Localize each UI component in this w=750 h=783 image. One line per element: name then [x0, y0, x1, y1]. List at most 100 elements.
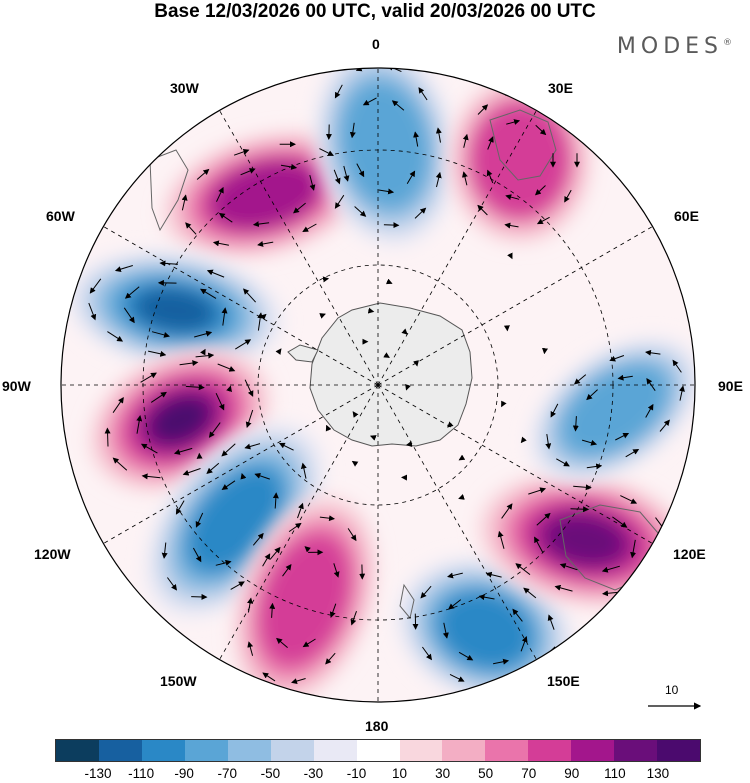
wind-arrow	[293, 202, 306, 214]
wind-arrow	[276, 637, 288, 648]
colorbar-label: -10	[346, 766, 367, 781]
wind-arrow	[333, 563, 340, 578]
wind-arrow	[215, 559, 232, 566]
colorbar-swatch	[141, 740, 185, 761]
colorbar-swatch	[356, 740, 400, 761]
wind-arrow	[275, 348, 282, 355]
wind-arrow	[612, 516, 628, 528]
wind-arrow	[355, 68, 371, 72]
wind-arrow	[257, 241, 274, 247]
colorbar	[55, 739, 701, 762]
wind-arrow	[280, 163, 298, 170]
meridian-line	[377, 384, 544, 671]
wind-arrow	[581, 439, 598, 446]
wind-arrow	[319, 515, 335, 522]
wind-arrow	[458, 651, 474, 661]
wind-arrow	[369, 435, 377, 441]
wind-arrow	[679, 385, 685, 401]
reference-vector-label: 10	[665, 683, 679, 697]
wind-arrow	[141, 473, 161, 480]
wind-arrow	[435, 127, 442, 143]
colorbar-swatch	[614, 740, 658, 761]
wind-arrow	[233, 148, 250, 156]
wind-arrow	[477, 204, 488, 216]
wind-arrow	[247, 641, 254, 656]
south-africa-tip	[489, 109, 557, 181]
wind-arrow	[556, 458, 570, 467]
wind-arrow	[507, 252, 513, 260]
wind-arrow	[620, 495, 638, 504]
wind-arrow	[442, 622, 449, 639]
wind-arrow	[625, 448, 640, 458]
wind-arrow	[300, 462, 307, 479]
latitude-circle	[257, 264, 499, 506]
colorbar-swatch	[571, 740, 615, 761]
lon-label-120e: 120E	[673, 546, 706, 562]
wind-arrow	[206, 462, 220, 474]
wind-arrow	[333, 169, 341, 185]
wind-arrow	[123, 307, 135, 324]
wind-arrow	[244, 443, 261, 450]
wind-arrow	[124, 286, 140, 299]
wind-arrow	[288, 522, 302, 533]
wind-arrow	[89, 278, 102, 294]
wind-arrow	[645, 403, 654, 418]
colorbar-swatch	[442, 740, 486, 761]
wind-arrow	[282, 563, 292, 577]
wind-arrow	[221, 443, 236, 457]
wind-arrow	[88, 302, 97, 321]
wind-arrow	[535, 124, 547, 136]
wind-arrow	[504, 222, 519, 229]
map-border	[60, 67, 696, 703]
wind-arrow	[536, 512, 551, 526]
colorbar-label: -70	[217, 766, 238, 781]
wind-arrow	[572, 416, 579, 432]
wind-arrow	[104, 427, 111, 447]
wind-arrow	[356, 163, 365, 178]
colorbar-label: -30	[303, 766, 324, 781]
wind-arrow	[615, 432, 630, 441]
wind-arrow	[447, 572, 463, 579]
wind-arrow	[414, 207, 427, 219]
wind-arrow	[520, 635, 528, 652]
meridian-line	[377, 384, 664, 551]
wind-arrow	[524, 674, 539, 683]
wind-arrow	[354, 206, 367, 217]
wind-arrow	[221, 307, 228, 326]
anomaly-negative-120w	[145, 422, 325, 618]
wind-arrow	[179, 360, 199, 367]
meridian-line	[92, 384, 379, 551]
wind-arrow	[487, 136, 494, 150]
wind-arrow	[492, 658, 510, 665]
wind-arrow	[352, 411, 359, 418]
wind-arrow	[550, 403, 559, 418]
wind-arrow	[448, 599, 462, 610]
wind-arrow	[309, 174, 316, 191]
wind-arrow	[406, 170, 416, 185]
wind-arrow	[136, 415, 143, 434]
colorbar-swatch	[227, 740, 271, 761]
wind-arrow	[486, 169, 494, 184]
land-outline	[149, 109, 665, 620]
wind-arrow	[195, 512, 204, 528]
lon-label-180: 180	[365, 718, 389, 734]
wind-arrow	[461, 171, 468, 186]
wind-arrow	[421, 646, 432, 661]
wind-arrow	[291, 678, 306, 684]
lon-label-60w: 60W	[46, 208, 75, 224]
wind-arrow	[329, 603, 337, 618]
wind-arrow	[545, 434, 552, 450]
lon-label-90w: 90W	[2, 378, 31, 394]
wind-arrow	[536, 216, 550, 225]
wind-arrow	[112, 396, 124, 413]
colorbar-swatch	[184, 740, 228, 761]
wind-vectors	[88, 68, 685, 691]
wind-arrow	[642, 574, 659, 586]
wind-arrow	[319, 148, 334, 156]
wind-arrow	[159, 260, 179, 267]
wind-arrow	[278, 442, 294, 451]
wind-arrow	[601, 565, 620, 573]
wind-arrow	[586, 389, 598, 401]
wind-arrow	[515, 563, 531, 575]
